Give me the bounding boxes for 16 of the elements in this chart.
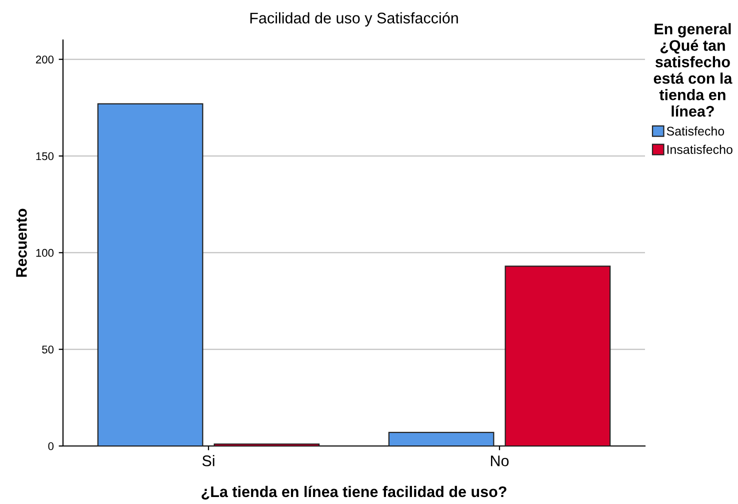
x-axis-title: ¿La tienda en línea tiene facilidad de uso?	[202, 486, 506, 500]
bar	[388, 432, 494, 446]
y-tick-label: 200	[36, 56, 54, 64]
legend-label: Insatisfecho	[667, 144, 732, 154]
x-tick-label: Si	[202, 455, 214, 466]
y-tick-label: 50	[42, 346, 54, 354]
chart-title: Facilidad de uso y Satisfacción	[250, 12, 458, 27]
y-tick-label: 0	[48, 442, 54, 450]
bar	[504, 266, 611, 446]
y-tick-label: 100	[36, 248, 54, 257]
x-tick-label: No	[490, 456, 509, 466]
bar	[97, 103, 204, 446]
legend-title: En general ¿Qué tan satisfecho está con la tienda en línea?	[654, 23, 732, 117]
legend-label: Satisfecho	[666, 126, 724, 136]
y-tick-label: 150	[36, 152, 54, 160]
y-axis-title: Recuento	[16, 208, 27, 277]
